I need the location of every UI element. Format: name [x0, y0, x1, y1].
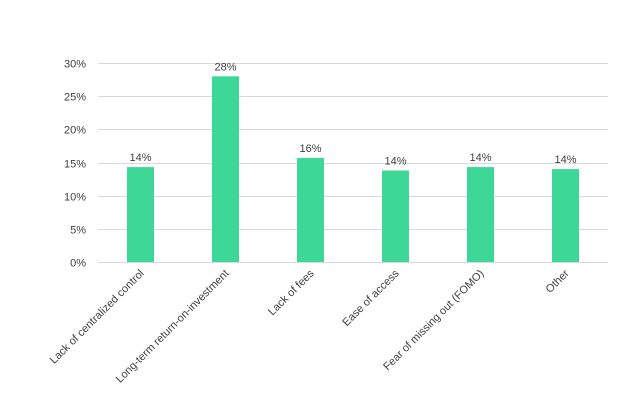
data-label-3: 16%	[299, 143, 321, 155]
category-label-6: Other	[544, 267, 572, 295]
bar-4	[382, 170, 409, 262]
bars	[127, 76, 579, 262]
data-label-1: 14%	[129, 152, 151, 164]
bar-2	[212, 76, 239, 262]
bar-3	[297, 157, 324, 262]
y-tick-label: 15%	[64, 159, 86, 171]
data-label-6: 14%	[554, 154, 576, 166]
category-label-1: Lack of centralized control	[48, 268, 147, 367]
y-axis-tick-labels: 0% 5% 10% 15% 20% 25% 30%	[64, 59, 86, 270]
y-tick-label: 20%	[64, 125, 86, 137]
data-label-5: 14%	[469, 152, 491, 164]
category-label-4: Ease of access	[340, 267, 402, 329]
data-label-2: 28%	[214, 61, 236, 73]
gridlines	[98, 63, 608, 263]
bar-1	[127, 167, 154, 262]
data-labels: 14% 28% 16% 14% 14% 14%	[129, 61, 576, 167]
bar-6	[552, 169, 579, 262]
y-tick-label: 25%	[64, 92, 86, 104]
bar-5	[467, 167, 494, 262]
category-label-3: Lack of fees	[266, 267, 317, 318]
category-label-5: Fear of missing out (FOMO)	[381, 268, 486, 373]
y-tick-label: 30%	[64, 59, 86, 71]
y-tick-label: 5%	[70, 225, 86, 237]
data-label-4: 14%	[384, 156, 406, 168]
y-tick-label: 0%	[70, 258, 86, 270]
y-tick-label: 10%	[64, 192, 86, 204]
